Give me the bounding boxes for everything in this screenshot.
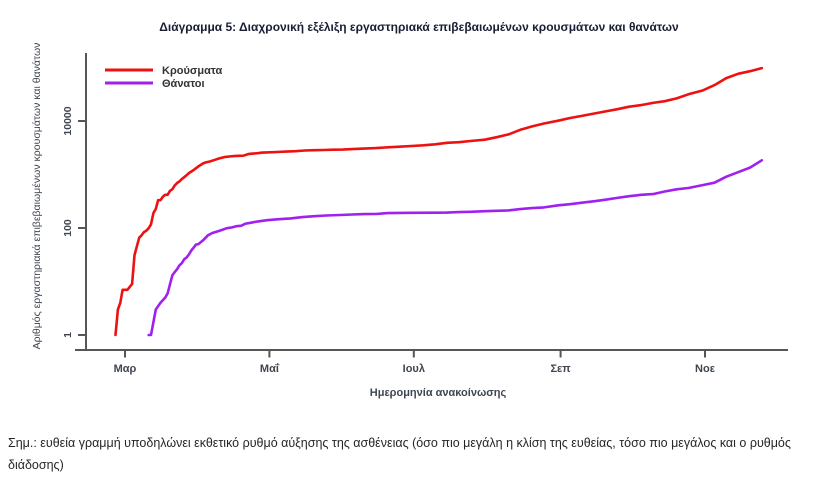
y-tick-label: 1 [62, 332, 74, 338]
legend-label-cases: Κρούσματα [162, 65, 222, 77]
y-tick-label: 100 [62, 219, 74, 237]
chart-title: Διάγραμμα 5: Διαχρονική εξέλιξη εργαστηρ… [159, 20, 679, 34]
x-tick-label: Ιουλ [403, 363, 425, 375]
legend: Κρούσματα Θάνατοι [105, 65, 222, 90]
series-line-cases [114, 66, 764, 337]
x-tick-label: Σεπ [550, 363, 571, 375]
series-line-deaths [147, 159, 764, 337]
x-axis-label: Ημερομηνία ανακοίνωσης [370, 387, 507, 399]
x-tick-label: Νοε [695, 363, 716, 375]
y-axis-ticks: 1 100 10000 [62, 106, 86, 338]
chart-canvas: Μαρ Μαΐ Ιουλ Σεπ Νοε 1 100 10000 Κρούσματα Θάν… [62, 53, 788, 399]
legend-label-deaths: Θάνατοι [162, 78, 205, 90]
y-tick-label: 10000 [62, 106, 74, 135]
x-axis-ticks: Μαρ Μαΐ Ιουλ Σεπ Νοε [114, 350, 716, 375]
x-tick-label: Μαΐ [260, 363, 280, 375]
footnote: Σημ.: ευθεία γραμμή υποδηλώνει εκθετικό … [8, 436, 791, 472]
x-tick-label: Μαρ [114, 363, 137, 375]
